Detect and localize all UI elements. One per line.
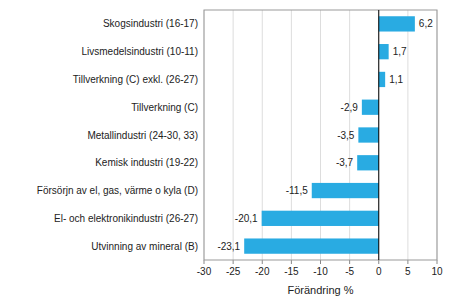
bar (379, 16, 415, 31)
category-label: Metallindustri (24-30, 33) (87, 130, 198, 141)
tick-mark (291, 260, 292, 264)
x-axis: -30 -25 -20 -15 -10 -5 0 5 10 (197, 260, 443, 277)
data-label: -20,1 (235, 213, 258, 224)
tick-mark (407, 260, 408, 264)
data-labels: -23,1 -20,1 -11,5 -3,7 -3,5 -2,9 1,1 1,7 6,2 (217, 18, 433, 251)
tick-mark (349, 260, 350, 264)
data-label: 6,2 (419, 18, 433, 29)
data-label: -2,9 (341, 102, 359, 113)
category-label: Skogsindustri (16-17) (103, 18, 198, 29)
category-label: Utvinning av mineral (B) (91, 241, 198, 252)
tick-label: -25 (226, 266, 241, 277)
data-label: 1,7 (393, 46, 407, 57)
data-label: 1,1 (389, 74, 403, 85)
category-label: Tillverkning (C) (131, 102, 198, 113)
plot-frame (204, 10, 437, 260)
tick-mark (378, 260, 379, 264)
tick-mark (262, 260, 263, 264)
grid-line (378, 10, 379, 260)
category-label: Kemisk industri (19-22) (95, 157, 198, 168)
tick-label: -15 (284, 266, 299, 277)
tick-label: -10 (313, 266, 328, 277)
tick-mark (437, 260, 438, 264)
grid-line (407, 10, 408, 260)
data-label: -3,7 (336, 157, 354, 168)
zero-line (378, 10, 379, 260)
grid-line (233, 10, 234, 260)
tick-label: -30 (197, 266, 212, 277)
tick-label: 0 (376, 266, 382, 277)
tick-label: -5 (345, 266, 354, 277)
data-label: -23,1 (217, 241, 240, 252)
tick-label: 10 (431, 266, 443, 277)
bars (244, 16, 415, 254)
bar (262, 211, 379, 226)
bar (312, 183, 379, 198)
x-axis-label: Förändring % (287, 284, 353, 296)
tick-label: 5 (405, 266, 411, 277)
data-label: -3,5 (337, 130, 355, 141)
grid (204, 10, 437, 260)
tick-label: -20 (255, 266, 270, 277)
tick-mark (233, 260, 234, 264)
category-label: El- och elektronikindustri (26-27) (54, 213, 198, 224)
category-label: Försörjn av el, gas, värme o kyla (D) (37, 185, 198, 196)
data-label: -11,5 (286, 185, 308, 196)
category-label: Tillverkning (C) exkl. (26-27) (73, 74, 198, 85)
y-axis: Utvinning av mineral (B) El- och elektron… (37, 18, 198, 251)
tick-mark (320, 260, 321, 264)
bar (244, 238, 379, 253)
bar (358, 127, 378, 142)
tick-mark (204, 260, 205, 264)
bar (357, 155, 379, 170)
bar (379, 44, 389, 59)
category-label: Livsmedelsindustri (10-11) (81, 46, 198, 57)
bar (379, 72, 385, 87)
chart-container: -30 -25 -20 -15 -10 -5 0 5 10 -23,1 -20,1 -11,5 -3,7… (0, 0, 453, 302)
bar (362, 100, 379, 115)
chart: -30 -25 -20 -15 -10 -5 0 5 10 -23,1 -20,1 -11,5 -3,7… (0, 0, 453, 302)
